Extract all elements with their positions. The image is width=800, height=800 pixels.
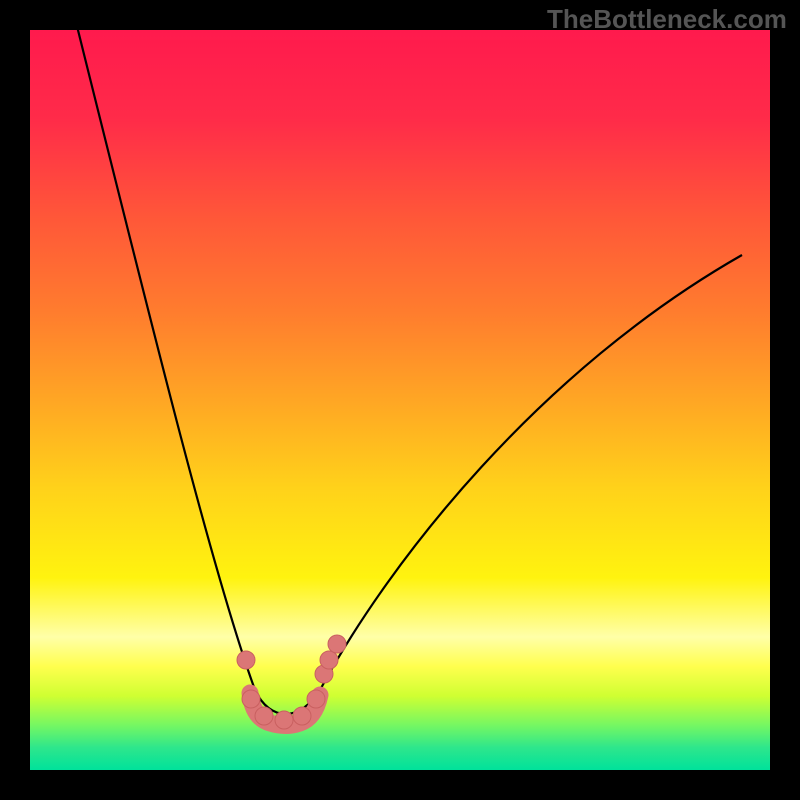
marker-point [255,707,273,725]
marker-point [320,651,338,669]
plot-background [30,30,770,770]
marker-point [242,690,260,708]
marker-point [307,690,325,708]
marker-point [328,635,346,653]
marker-point [237,651,255,669]
watermark-text: TheBottleneck.com [547,4,787,35]
marker-point [293,707,311,725]
canvas: TheBottleneck.com [0,0,800,800]
marker-point [275,711,293,729]
chart-svg [0,0,800,800]
